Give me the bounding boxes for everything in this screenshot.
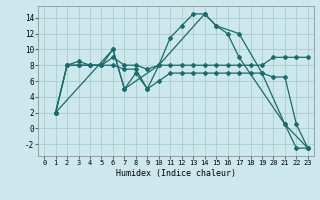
X-axis label: Humidex (Indice chaleur): Humidex (Indice chaleur)	[116, 169, 236, 178]
